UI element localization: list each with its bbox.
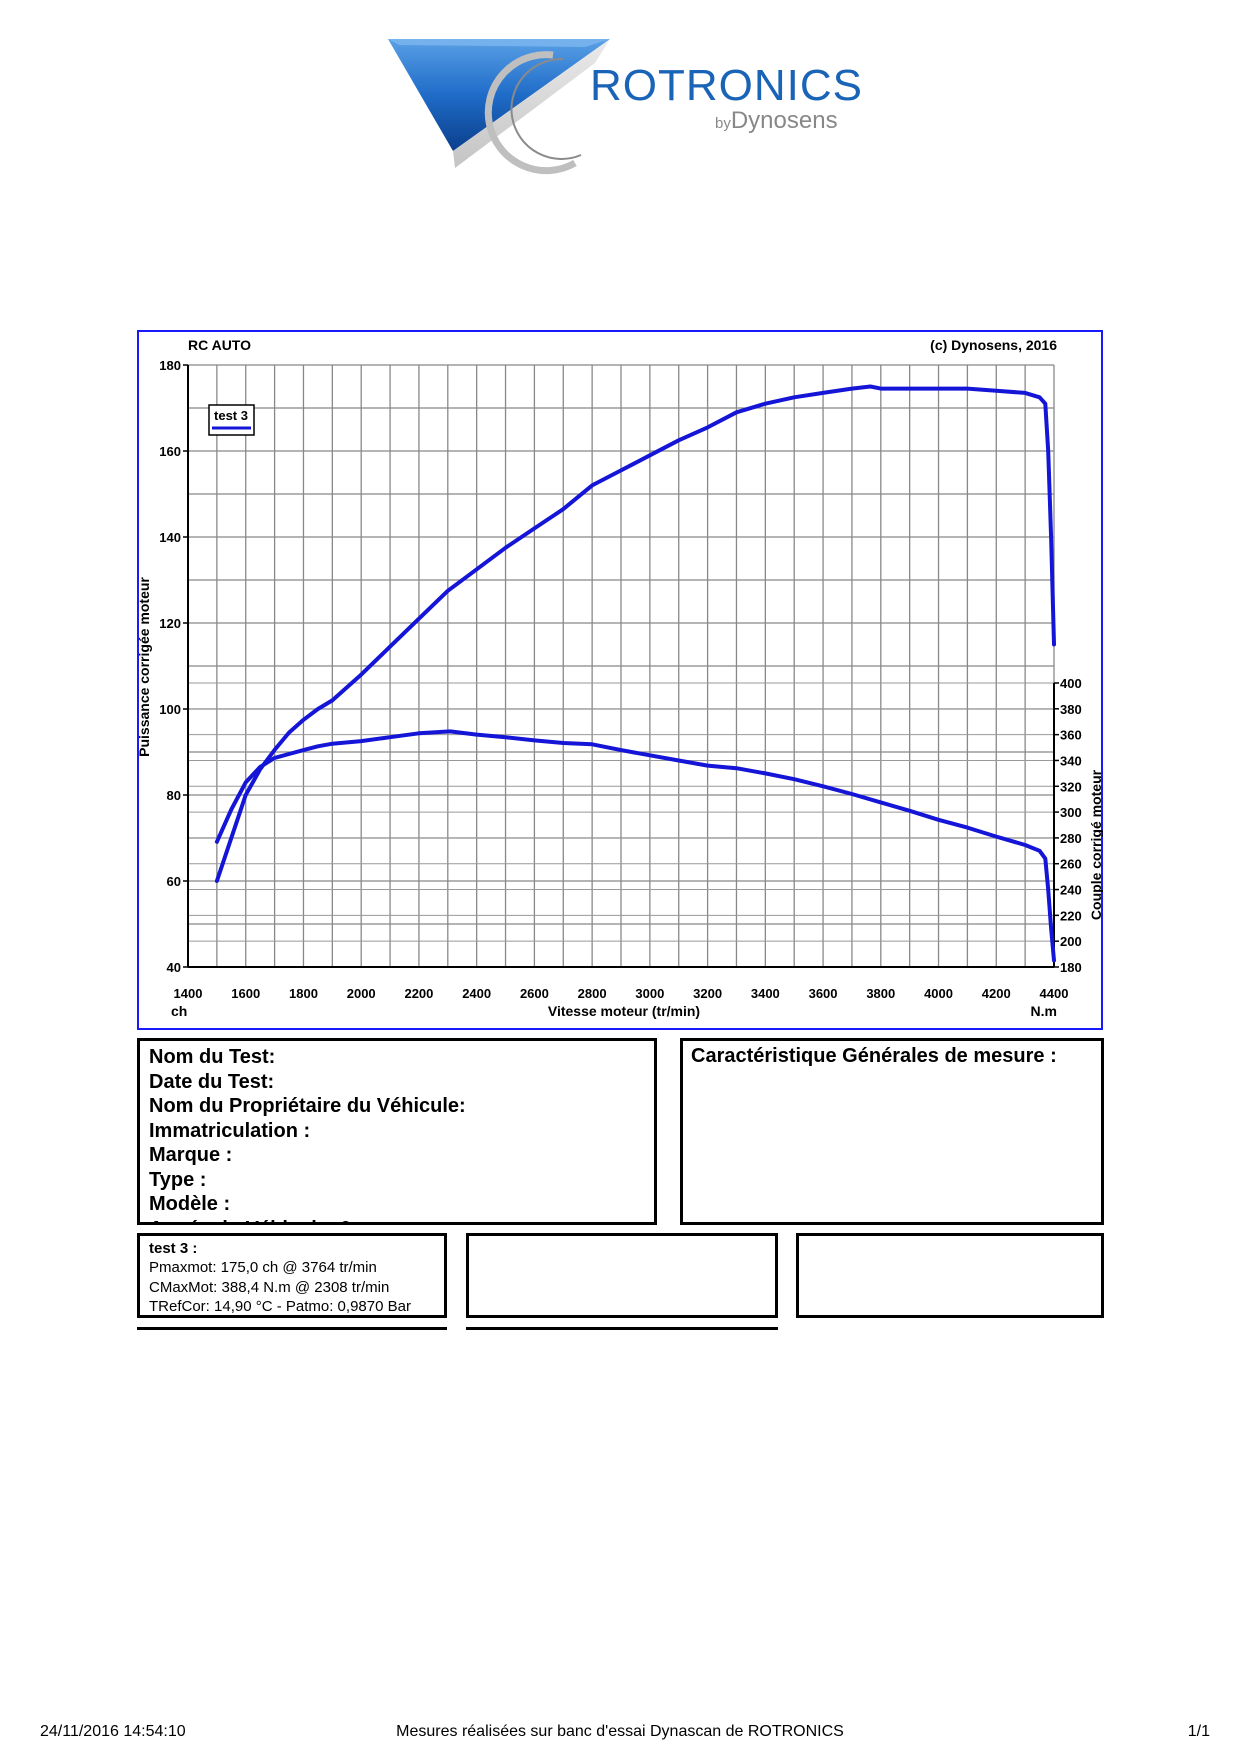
torque-curve	[214, 729, 1056, 963]
y-tick-label-left: 140	[159, 530, 181, 545]
x-unit-left: ch	[171, 1003, 187, 1019]
x-tick-label: 1800	[289, 986, 318, 1001]
brand-name: ROTRONICS	[590, 61, 863, 110]
y-tick-label-right: 220	[1060, 908, 1082, 923]
test-info-row: Modèle :	[149, 1193, 231, 1215]
x-tick-label: 2200	[404, 986, 433, 1001]
y-tick-label-left: 100	[159, 702, 181, 717]
x-tick-label: 2800	[578, 986, 607, 1001]
brand-by: by	[715, 115, 731, 132]
brand-sub: Dynosens	[730, 107, 838, 134]
y-tick-label-right: 200	[1060, 934, 1082, 949]
y-tick-label-right: 340	[1060, 753, 1082, 768]
x-unit-right: N.m	[1031, 1003, 1057, 1019]
empty-box-right	[796, 1233, 1104, 1318]
y-tick-label-right: 180	[1060, 960, 1082, 975]
y-tick-label-right: 280	[1060, 831, 1082, 846]
chart-header-left: RC AUTO	[188, 337, 251, 353]
x-tick-label: 1400	[174, 986, 203, 1001]
test-info-row: Type :	[149, 1168, 207, 1191]
chart-frame	[137, 330, 1103, 1030]
y-tick-label-right: 300	[1060, 805, 1082, 820]
logo-swoosh-icon	[388, 39, 610, 175]
y-tick-label-left: 40	[167, 960, 181, 975]
test-info-row: Nom du Test:	[149, 1046, 276, 1068]
x-tick-label: 2000	[347, 986, 376, 1001]
measurement-characteristics-box: Caractéristique Générales de mesure :	[680, 1038, 1104, 1225]
footer-page-number: 1/1	[1187, 1723, 1210, 1740]
legend: test 3	[208, 404, 255, 436]
x-tick-label: 4000	[924, 986, 953, 1001]
y-tick-label-left: 80	[167, 788, 181, 803]
legend-label: test 3	[214, 408, 248, 423]
dyno-chart: 1400 1600 1800 2000 2200 2400 2600 2800 3000 3200…	[137, 337, 1103, 1019]
x-tick-label: 3400	[751, 986, 780, 1001]
chart-series	[214, 384, 1056, 963]
rotronics-logo: ROTRONICS byDynosens	[385, 33, 885, 183]
underline-results	[137, 1327, 447, 1330]
x-tick-label: 2400	[462, 986, 491, 1001]
x-axis-label: Vitesse moteur (tr/min)	[548, 1003, 700, 1019]
test-info-box: Nom du Test: Date du Test: Nom du Propriét…	[137, 1038, 657, 1225]
test-info-row: Date du Test:	[149, 1070, 275, 1093]
y-axis-left-label: Puissance corrigée moteur	[137, 577, 152, 757]
chart-grid	[187, 364, 1055, 968]
test-info-row: Nom du Propriétaire du Véhicule:	[149, 1095, 466, 1117]
result-cmax: CMaxMot: 388,4 N.m @ 2308 tr/min	[149, 1278, 390, 1296]
legend-box	[208, 404, 255, 436]
results-title: test 3 :	[149, 1240, 198, 1257]
x-tick-label: 4200	[982, 986, 1011, 1001]
chart-ticks: 1400 1600 1800 2000 2200 2400 2600 2800 3000 3200…	[159, 358, 1081, 1001]
footer-datetime: 24/11/2016 14:54:10	[40, 1723, 186, 1740]
y-tick-label-left: 120	[159, 616, 181, 631]
x-tick-label: 3000	[635, 986, 664, 1001]
x-tick-label: 3600	[809, 986, 838, 1001]
test-info-rows: Nom du Test: Date du Test: Nom du Propriét…	[140, 1041, 654, 1223]
x-tick-label: 3800	[866, 986, 895, 1001]
y-tick-label-left: 180	[159, 358, 181, 373]
y-tick-label-right: 360	[1060, 728, 1082, 743]
empty-box-middle	[466, 1233, 778, 1318]
results-box: test 3 : Pmaxmot: 175,0 ch @ 3764 tr/min…	[137, 1233, 447, 1318]
footer-caption: Mesures réalisées sur banc d'essai Dynas…	[396, 1723, 844, 1740]
x-tick-label: 4400	[1040, 986, 1069, 1001]
x-tick-label: 3200	[693, 986, 722, 1001]
underline-middle	[466, 1327, 778, 1330]
power-curve	[214, 384, 1056, 883]
y-tick-label-right: 260	[1060, 857, 1082, 872]
chart-header-right: (c) Dynosens, 2016	[930, 337, 1057, 353]
y-tick-label-left: 60	[167, 874, 181, 889]
measurement-characteristics-title: Caractéristique Générales de mesure :	[691, 1045, 1057, 1067]
brand-subtitle: byDynosens	[715, 107, 838, 135]
test-info-row: Année du Véhicule: 0	[140, 1217, 654, 1223]
y-tick-label-right: 400	[1060, 676, 1082, 691]
x-tick-label: 2600	[520, 986, 549, 1001]
test-info-row: Marque :	[149, 1144, 233, 1166]
result-tref: TRefCor: 14,90 °C - Patmo: 0,9870 Bar	[149, 1298, 411, 1315]
y-tick-label-right: 240	[1060, 883, 1082, 898]
x-tick-label: 1600	[231, 986, 260, 1001]
result-pmax: Pmaxmot: 175,0 ch @ 3764 tr/min	[149, 1259, 377, 1276]
y-axis-right-label: Couple corrigé moteur	[1088, 769, 1103, 920]
y-tick-label-left: 160	[159, 444, 181, 459]
y-tick-label-right: 320	[1060, 779, 1082, 794]
test-info-row: Immatriculation :	[149, 1119, 311, 1142]
y-tick-label-right: 380	[1060, 702, 1082, 717]
